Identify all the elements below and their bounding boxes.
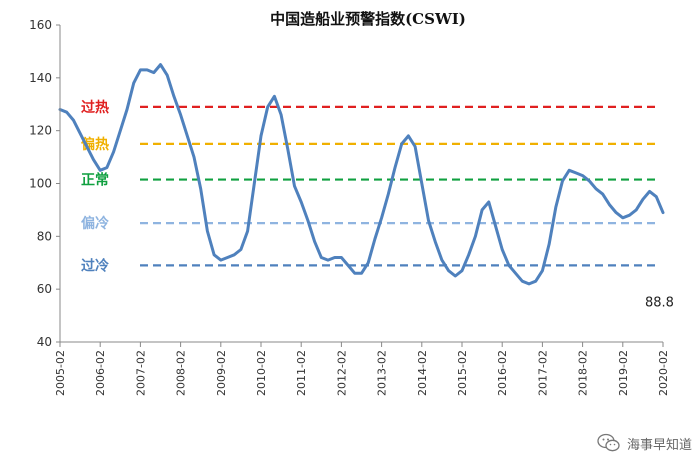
x-tick-label: 2008-02 bbox=[175, 350, 188, 396]
x-tick-label: 2013-02 bbox=[376, 350, 389, 396]
y-tick-label: 80 bbox=[37, 229, 52, 243]
series-line bbox=[58, 63, 665, 286]
x-tick-label: 2007-02 bbox=[134, 350, 147, 396]
x-tick-label: 2018-02 bbox=[577, 350, 590, 396]
series-group bbox=[58, 63, 665, 286]
y-tick-label: 140 bbox=[29, 71, 52, 85]
x-tick-label: 2006-02 bbox=[94, 350, 107, 396]
y-tick-label: 100 bbox=[29, 177, 52, 191]
x-tick-label: 2019-02 bbox=[617, 350, 630, 396]
x-tick-label: 2005-02 bbox=[54, 350, 67, 396]
reference-line-label: 正常 bbox=[81, 172, 109, 189]
y-tick-label: 40 bbox=[37, 335, 52, 349]
x-tick-label: 2017-02 bbox=[536, 350, 549, 396]
x-tick-label: 2011-02 bbox=[295, 350, 308, 396]
x-tick-label: 2015-02 bbox=[456, 350, 469, 396]
reference-line-label: 偏冷 bbox=[81, 215, 109, 232]
watermark-text: 海事早知道 bbox=[626, 437, 692, 453]
chart-title: 中国造船业预警指数(CSWI) bbox=[270, 10, 466, 28]
x-tick-label: 2020-02 bbox=[657, 350, 670, 396]
reference-line-label: 过冷 bbox=[81, 257, 109, 274]
axes: 40 60 80 100 120 140 160 2005-02 2006-02 2007-02 2… bbox=[29, 18, 670, 396]
x-tick-label: 2016-02 bbox=[496, 350, 509, 396]
x-tick-label: 2014-02 bbox=[416, 350, 429, 396]
x-tick-label: 2010-02 bbox=[255, 350, 268, 396]
watermark: 海事早知道 bbox=[597, 429, 692, 457]
wechat-icon bbox=[597, 433, 620, 452]
y-tick-label: 60 bbox=[37, 282, 52, 296]
y-tick-label: 160 bbox=[29, 18, 52, 32]
x-tick-label: 2012-02 bbox=[335, 350, 348, 396]
y-tick-label: 120 bbox=[29, 124, 52, 138]
reference-line-label: 过热 bbox=[81, 99, 109, 116]
end-value-label: 88.8 bbox=[645, 296, 674, 311]
x-tick-label: 2009-02 bbox=[215, 350, 228, 396]
